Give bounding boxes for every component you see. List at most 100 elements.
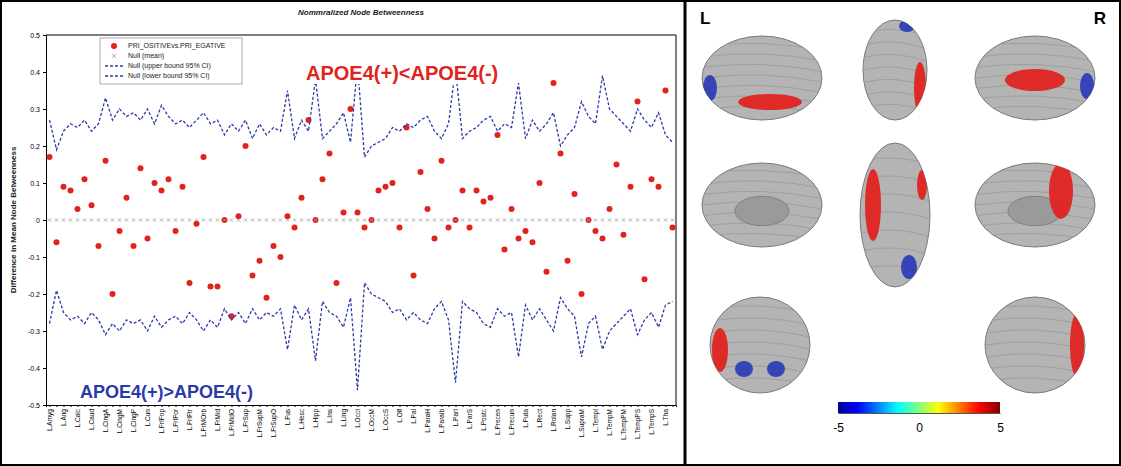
data-point (607, 206, 613, 212)
x-tick-mark (442, 405, 443, 407)
x-tick-label: L.FrIFop (158, 409, 166, 434)
null-mean-point (559, 218, 562, 221)
x-tick-mark (78, 405, 79, 407)
data-point (138, 165, 144, 171)
x-tick-mark (281, 405, 282, 407)
data-point (194, 221, 200, 227)
sulcus (702, 85, 822, 92)
brain-view (702, 163, 822, 247)
data-point (201, 154, 207, 160)
data-point (313, 217, 319, 223)
y-tick-label: -0.3 (28, 328, 40, 335)
data-point (446, 224, 452, 230)
x-tick-label: L.Ins (326, 408, 333, 423)
x-tick-mark (337, 405, 338, 407)
sulcus (702, 170, 822, 177)
x-tick: L.CingA (102, 405, 110, 432)
colorbar-tick: -5 (833, 413, 844, 435)
x-tick-mark (274, 405, 275, 407)
x-tick (435, 405, 436, 407)
y-tick-mark (43, 331, 46, 332)
data-point (355, 210, 361, 216)
x-tick: L.FrIFtr (186, 405, 193, 430)
x-tick (617, 405, 618, 407)
x-tick: L.Rolan (550, 405, 557, 431)
data-point (236, 213, 242, 219)
null-mean-point (104, 218, 107, 221)
sulcus (860, 158, 930, 165)
data-point (222, 217, 228, 223)
null-mean-point (55, 218, 58, 221)
brain-surface (702, 163, 822, 247)
hemisphere-label: R (1094, 9, 1106, 28)
null-mean-point (90, 218, 93, 221)
legend-label: Null (upper bound 95% CI) (128, 62, 211, 70)
data-point (250, 273, 256, 279)
brain-view (975, 36, 1095, 120)
x-tick-mark (316, 405, 317, 407)
x-tick: L.ParS (466, 405, 473, 429)
x-tick-mark (190, 405, 191, 407)
x-tick: L.Olf (396, 405, 403, 423)
x-tick: L.Caud (88, 405, 95, 430)
plot-marks (47, 65, 676, 391)
data-point (82, 176, 88, 182)
ci-line (50, 283, 673, 390)
x-tick (71, 405, 72, 407)
x-tick (575, 405, 576, 407)
colorbar-tick: 5 (997, 413, 1004, 435)
x-tick: L.FrMid (214, 405, 221, 431)
x-tick-label: L.CingM (116, 409, 124, 433)
x-tick (351, 405, 352, 407)
x-tick-mark (197, 405, 198, 407)
sulcus (702, 181, 822, 188)
x-tick-mark (211, 405, 212, 407)
sulcus (863, 42, 927, 49)
null-mean-point (496, 218, 499, 221)
null-mean-point (230, 218, 233, 221)
null-mean-point (286, 218, 289, 221)
legend-box (100, 38, 242, 84)
x-tick (659, 405, 660, 407)
x-tick-mark (421, 405, 422, 407)
x-tick-label: L.Precen (494, 409, 501, 435)
data-point (425, 206, 431, 212)
data-point (348, 106, 354, 112)
data-point (103, 158, 109, 164)
x-tick-mark (162, 405, 163, 407)
x-tick-label: L.FrIFor (172, 408, 179, 432)
x-tick-label: L.TempS (648, 408, 656, 434)
y-tick: 0 (36, 217, 46, 224)
data-point (579, 291, 585, 297)
x-tick-mark (288, 405, 289, 407)
x-tick-mark (491, 405, 492, 407)
annotation: APOE4(+)<APOE4(-) (304, 62, 500, 84)
sulcus (975, 54, 1095, 61)
x-tick-label: L.Paralb (438, 409, 445, 434)
x-tick-mark (526, 405, 527, 407)
x-tick (141, 405, 142, 407)
brain-view (702, 36, 822, 120)
null-mean-point (601, 218, 604, 221)
null-mean-point (160, 218, 163, 221)
x-tick-mark (106, 405, 107, 407)
x-tick-label: L.TempM (606, 409, 614, 436)
series-points (48, 218, 674, 221)
x-tick (477, 405, 478, 407)
null-mean-point (608, 218, 611, 221)
x-tick-mark (351, 405, 352, 407)
x-tick-mark (575, 405, 576, 407)
x-tick-mark (582, 405, 583, 407)
x-tick (547, 405, 548, 407)
x-tick-mark (176, 405, 177, 407)
x-tick-label: L.OccM (368, 409, 375, 431)
x-tick: L.CingP (130, 405, 138, 432)
annotation-text: APOE4(+)<APOE4(-) (306, 62, 498, 84)
data-point (369, 217, 375, 223)
data-point (467, 224, 473, 230)
data-point (159, 187, 165, 193)
colorbar-axis-line (839, 413, 1001, 414)
x-tick-label: L.ParS (466, 408, 473, 429)
x-tick-mark (204, 405, 205, 407)
data-point (397, 224, 403, 230)
